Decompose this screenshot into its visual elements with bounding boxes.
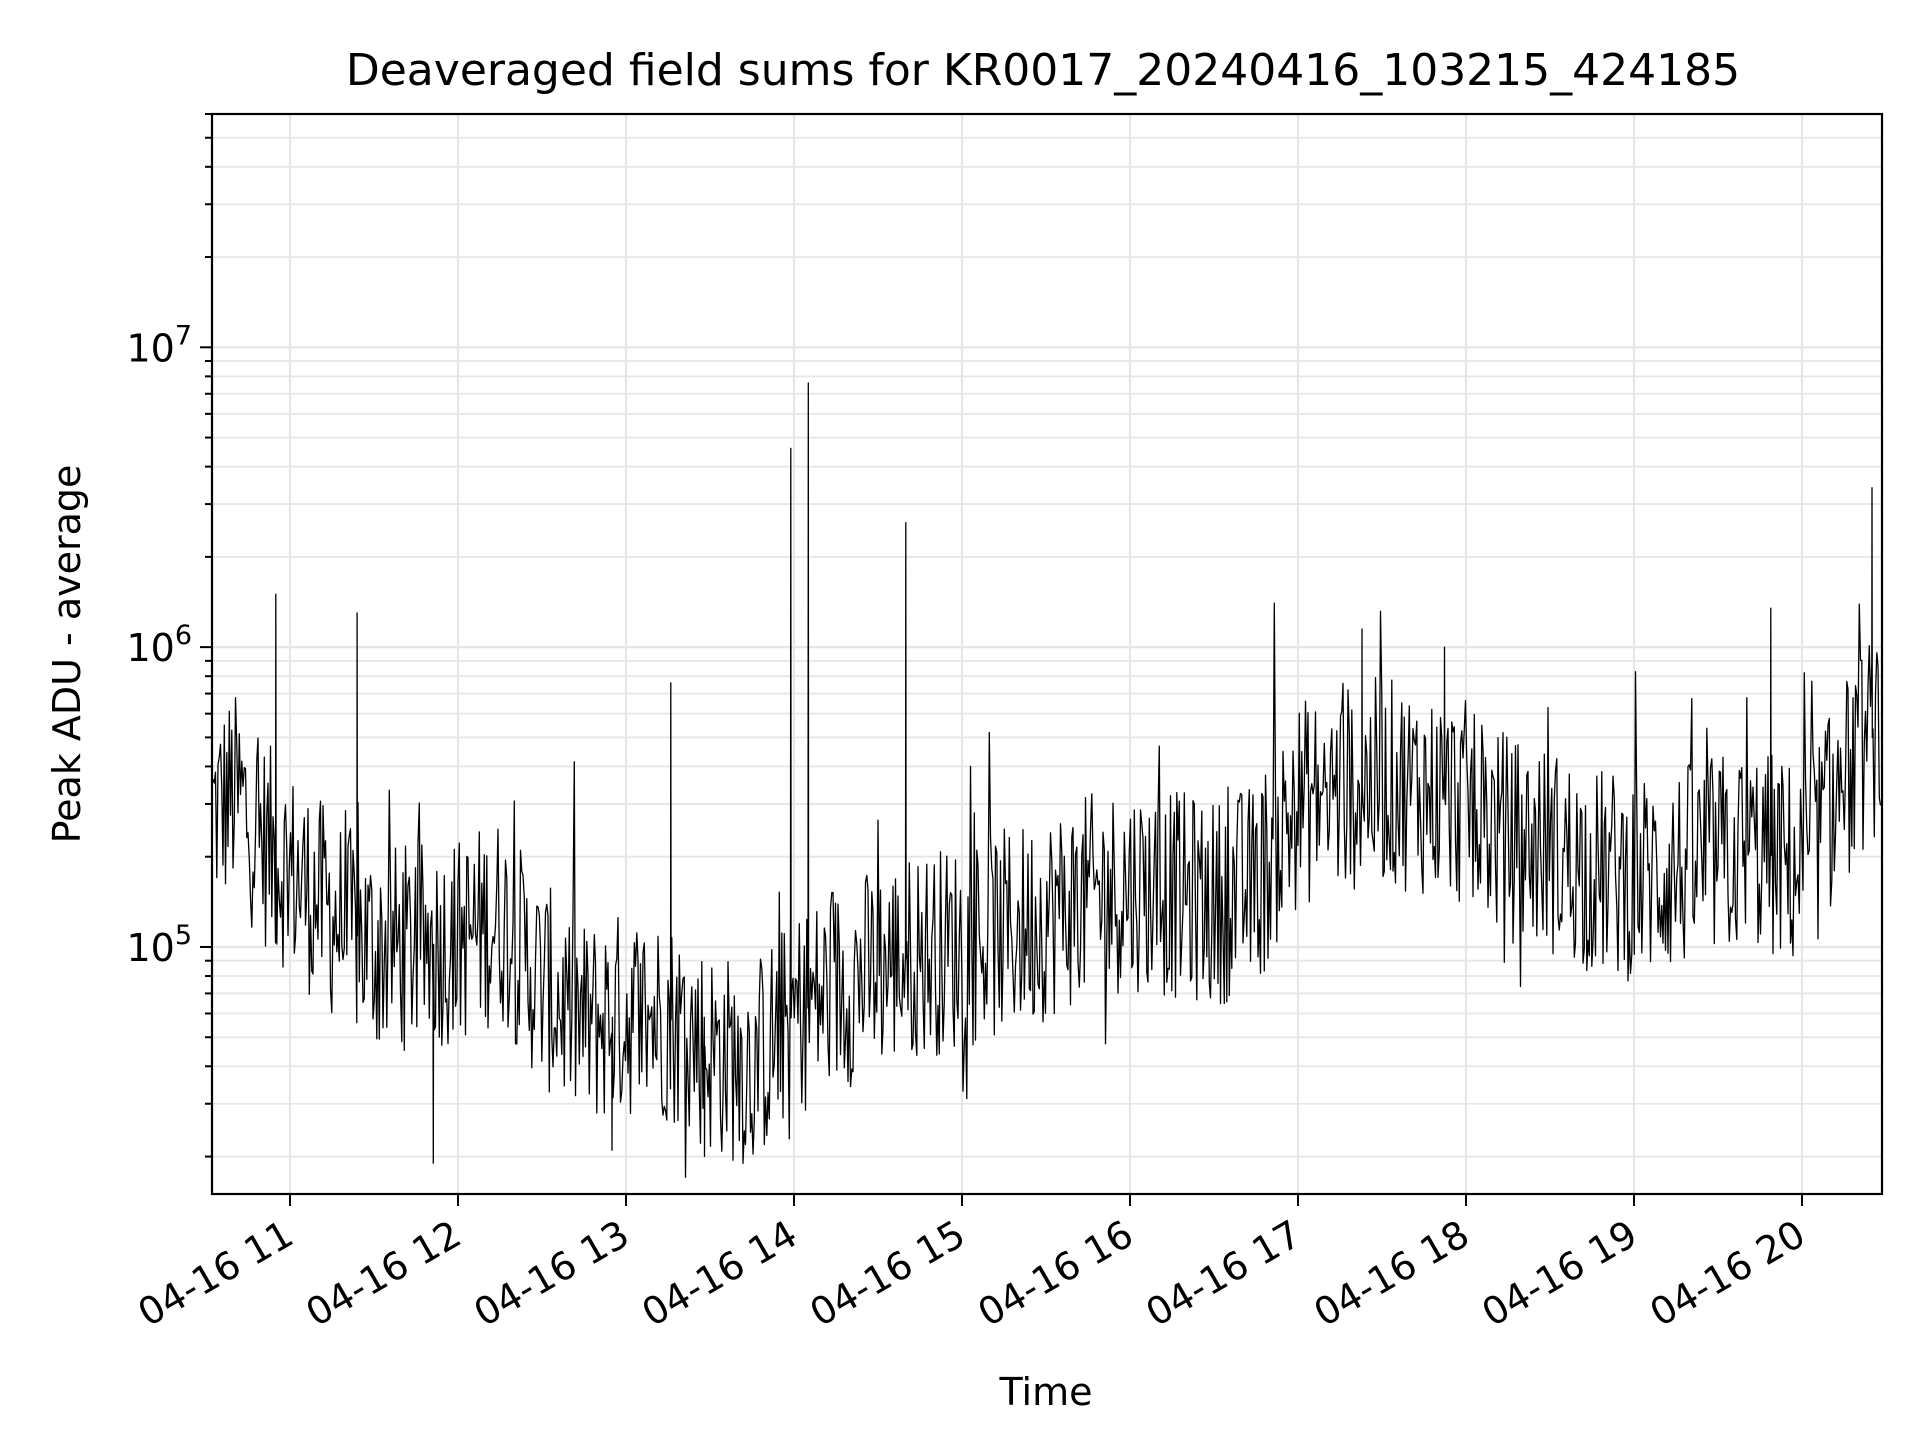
y-tick-label-exponent: 5	[175, 920, 192, 951]
y-tick-label-base: 10	[126, 926, 174, 970]
y-axis-label: Peak ADU - average	[45, 465, 89, 844]
y-tick-label-exponent: 7	[175, 320, 192, 351]
y-tick-label: 106	[126, 620, 192, 670]
y-tick-label: 107	[126, 320, 192, 370]
x-axis-label: Time	[999, 1370, 1093, 1414]
series-trace	[212, 382, 1882, 1178]
y-tick-label-exponent: 6	[175, 620, 192, 651]
grid	[212, 113, 1882, 1194]
plot-frame	[210, 112, 1884, 1196]
y-tick-label-base: 10	[126, 626, 174, 670]
series-line	[212, 382, 1882, 1178]
y-tick-label-base: 10	[126, 326, 174, 370]
chart-title: Deaveraged field sums for KR0017_2024041…	[346, 45, 1740, 96]
y-tick-label: 105	[126, 920, 192, 970]
